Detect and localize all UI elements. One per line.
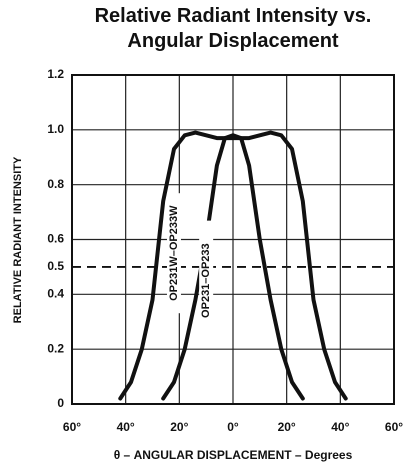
x-tick-label: 20° bbox=[278, 420, 296, 434]
y-tick-label: 0.2 bbox=[47, 341, 64, 355]
y-tick-label: 1.2 bbox=[47, 67, 64, 81]
y-tick-label: 0.5 bbox=[47, 259, 64, 273]
y-tick-label: 0.4 bbox=[47, 287, 64, 301]
x-tick-label: 40° bbox=[331, 420, 349, 434]
curve-label: OP231W–OP233W bbox=[168, 205, 180, 301]
plot-frame bbox=[71, 74, 395, 405]
y-tick-label: 1.0 bbox=[47, 122, 64, 136]
x-axis-label: θ – ANGULAR DISPLACEMENT – Degrees bbox=[114, 448, 353, 462]
curve-label-bg bbox=[199, 220, 214, 341]
x-tick-label: 60° bbox=[63, 420, 81, 434]
curve-label-bg bbox=[166, 193, 181, 314]
y-tick-label: 0 bbox=[57, 396, 64, 410]
y-tick-label: 0.6 bbox=[47, 232, 64, 246]
curve bbox=[161, 133, 305, 401]
x-tick-label: 60° bbox=[385, 420, 403, 434]
curve-label: OP231–OP233 bbox=[200, 243, 212, 318]
x-tick-label: 20° bbox=[170, 420, 188, 434]
y-tick-label: 0.8 bbox=[47, 177, 64, 191]
y-axis-label: RELATIVE RADIANT INTENSITY bbox=[12, 156, 24, 323]
x-tick-label: 40° bbox=[117, 420, 135, 434]
chart-title: Relative Radiant Intensity vs. Angular D… bbox=[94, 5, 372, 52]
x-tick-label: 0° bbox=[227, 420, 239, 434]
curve bbox=[118, 130, 348, 401]
